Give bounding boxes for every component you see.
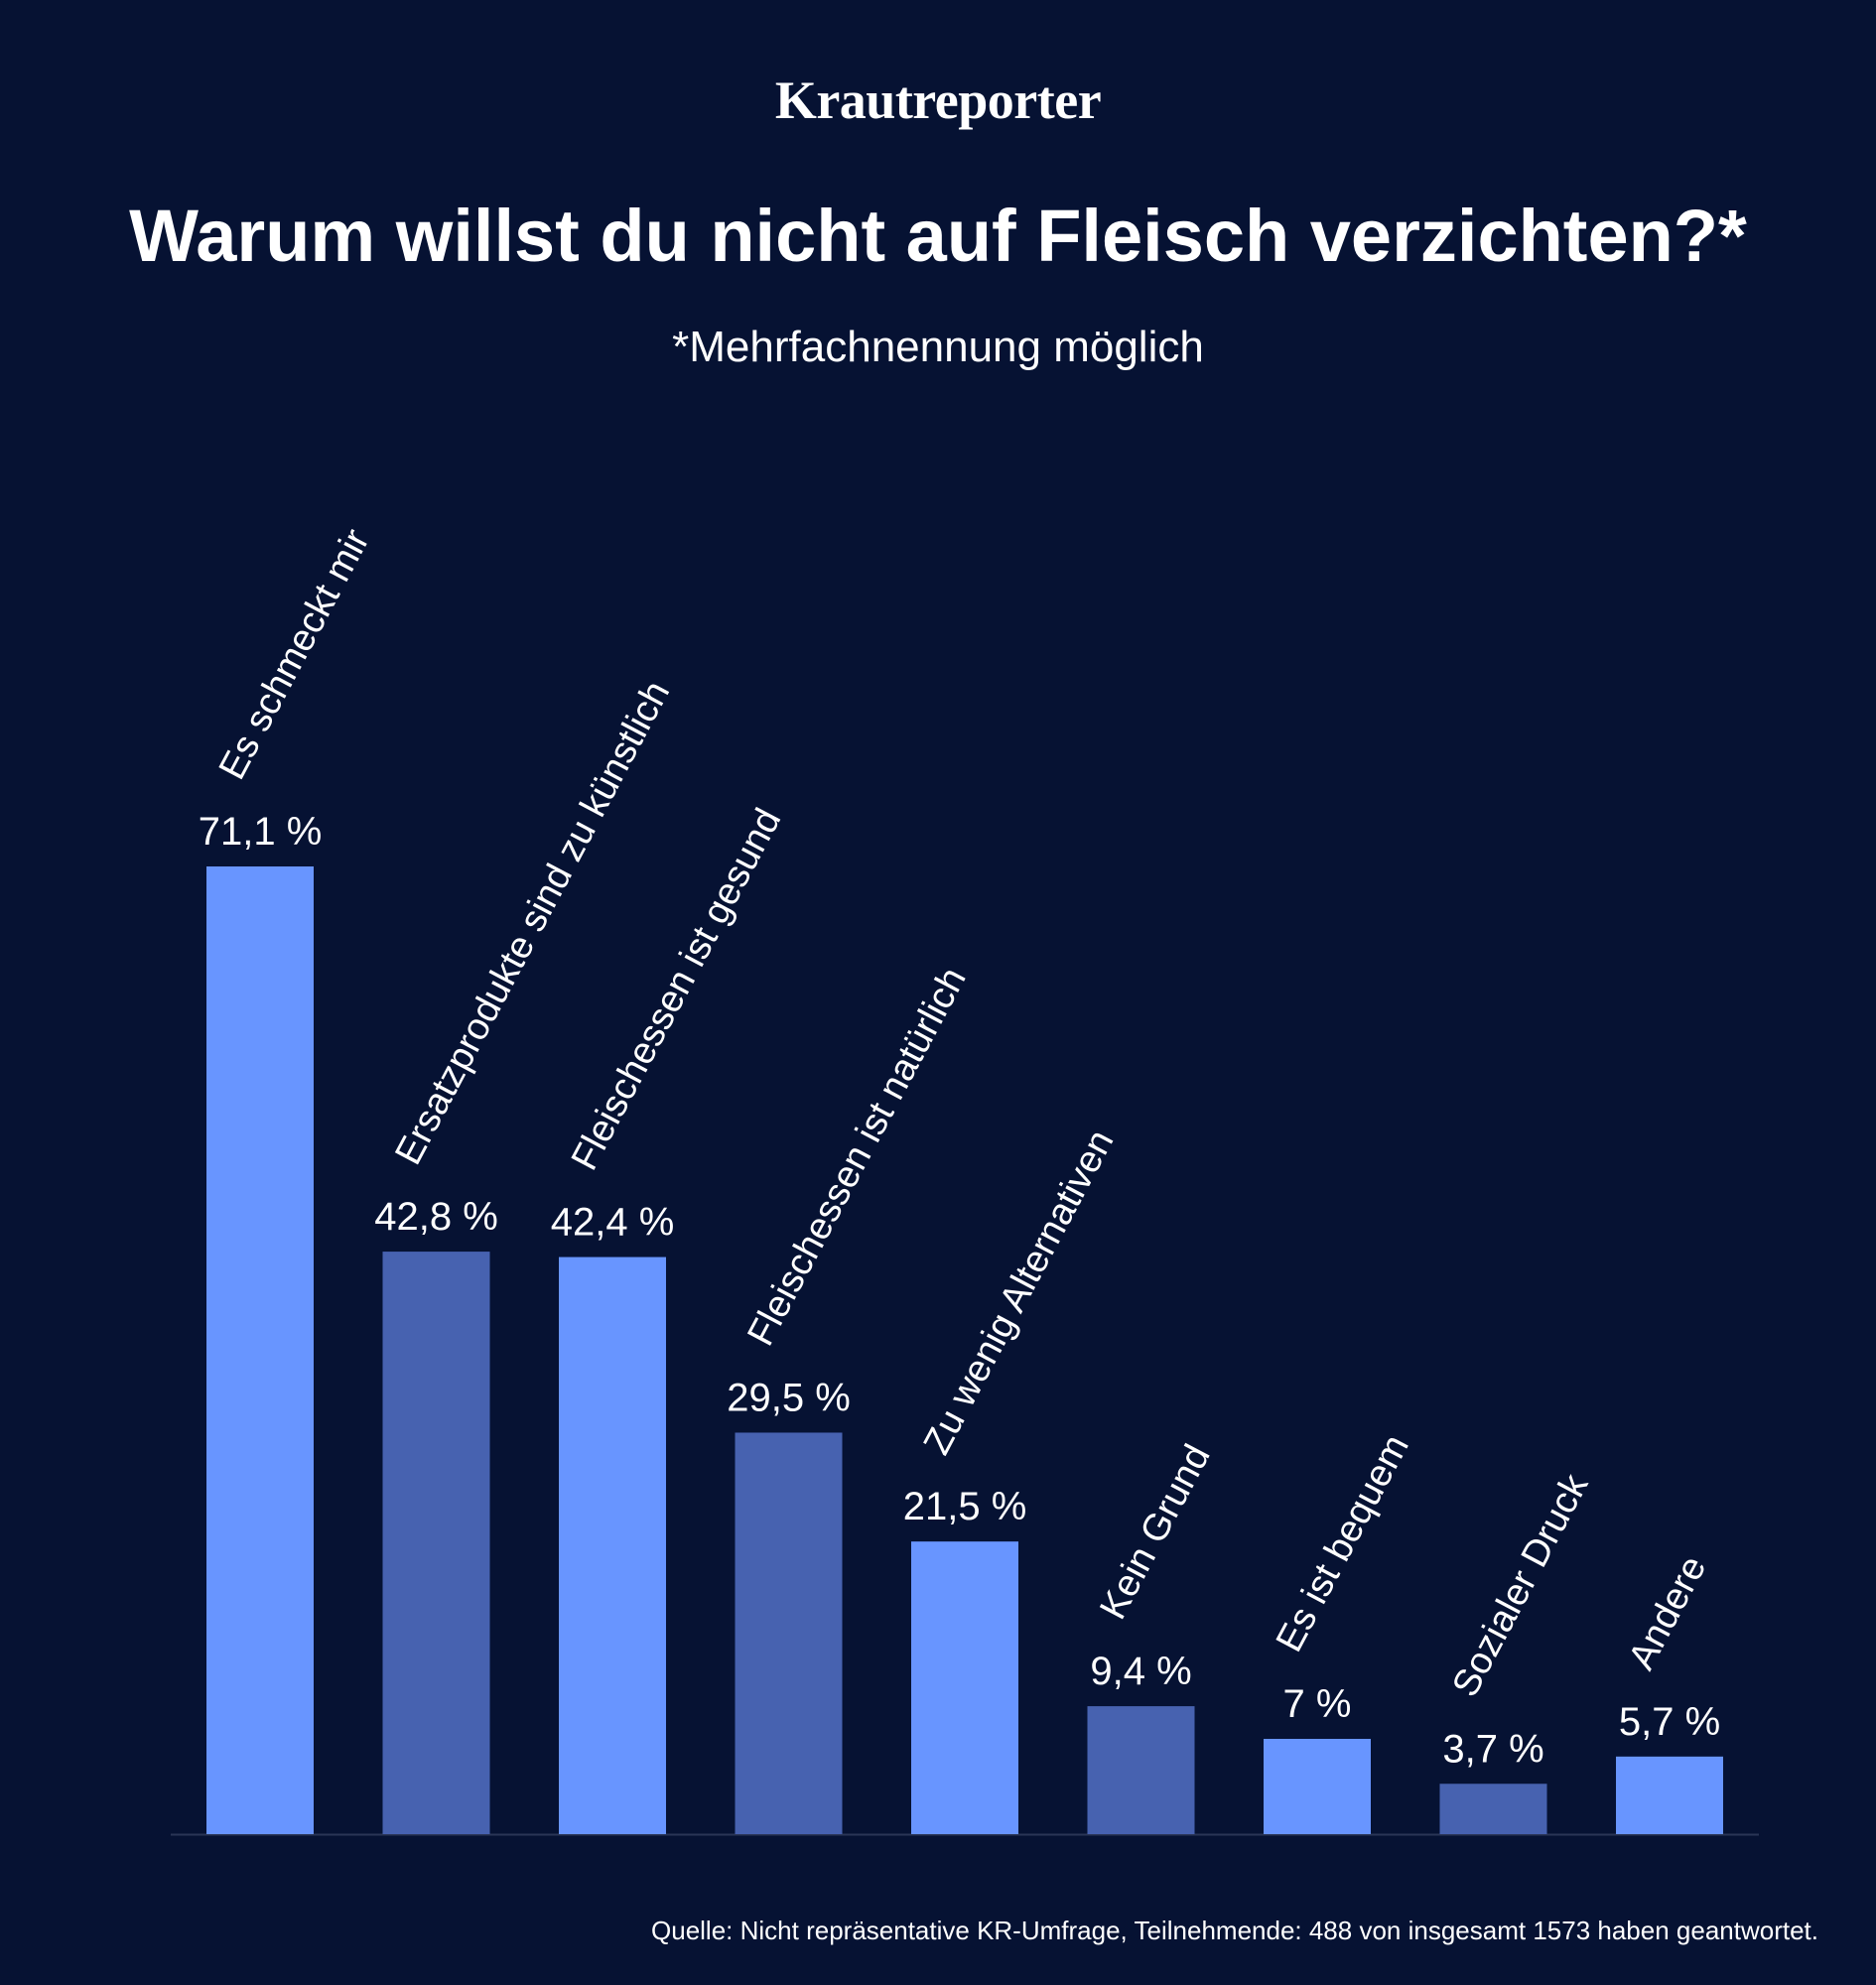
bar (206, 866, 314, 1834)
category-label: Es ist bequem (1269, 1428, 1417, 1658)
category-label: Kein Grund (1092, 1438, 1218, 1626)
category-label: Fleischessen ist natürlich (739, 961, 974, 1353)
bar (1616, 1756, 1723, 1834)
bar-value-label: 42,4 % (551, 1201, 675, 1245)
category-label: Zu wenig Alternativen (916, 1124, 1123, 1462)
bar-value-label: 21,5 % (903, 1485, 1027, 1528)
bar-value-label: 3,7 % (1442, 1727, 1543, 1771)
bar (1264, 1739, 1371, 1834)
bar (911, 1541, 1018, 1834)
chart-subtitle: *Mehrfachnennung möglich (672, 323, 1204, 371)
source-note: Quelle: Nicht repräsentative KR-Umfrage,… (651, 1916, 1818, 1945)
brand-logo: Krautreporter (774, 70, 1102, 130)
bar (559, 1257, 666, 1834)
bar-value-label: 71,1 % (199, 810, 323, 854)
bar (1087, 1706, 1195, 1834)
category-label: Andere (1621, 1549, 1715, 1676)
chart-title: Warum willst du nicht auf Fleisch verzic… (129, 195, 1747, 277)
bar (735, 1432, 843, 1834)
bar-value-label: 9,4 % (1090, 1650, 1191, 1693)
bar-value-label: 5,7 % (1619, 1700, 1720, 1744)
bar (1439, 1784, 1547, 1834)
bar-value-label: 7 % (1283, 1682, 1352, 1726)
category-label: Es schmeckt mir (211, 522, 378, 786)
bar-value-label: 42,8 % (374, 1195, 498, 1239)
bar-value-label: 29,5 % (727, 1376, 851, 1419)
category-label: Sozialer Druck (1444, 1467, 1597, 1704)
bar (382, 1252, 490, 1834)
category-label: Fleischessen ist gesund (564, 802, 789, 1177)
